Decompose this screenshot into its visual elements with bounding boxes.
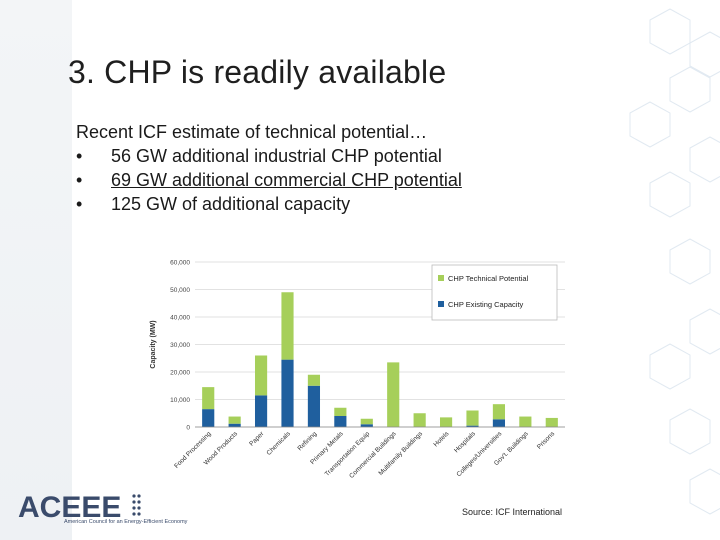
bar-existing-capacity — [202, 409, 215, 427]
legend-swatch-existing — [438, 301, 444, 307]
bar-existing-capacity — [228, 423, 241, 427]
x-category-label: Prisons — [536, 430, 557, 451]
source-note: Source: ICF International — [462, 507, 563, 517]
legend-label-existing: CHP Existing Capacity — [448, 300, 524, 309]
x-category-label: Hospitals — [453, 430, 477, 454]
bar-existing-capacity — [281, 359, 294, 427]
bar-existing-capacity — [254, 395, 268, 427]
hexagon-pattern-background — [629, 8, 720, 515]
bar-technical-potential — [281, 292, 294, 360]
bullet-marker: • — [76, 194, 83, 214]
chp-capacity-chart: 0 10,000 20,000 30,000 40,000 50,000 60,000 Cap… — [140, 237, 579, 520]
bar-technical-potential — [492, 404, 506, 420]
bar-technical-potential — [307, 374, 321, 386]
left-decor-band — [0, 0, 72, 540]
bullet-list: Recent ICF estimate of technical potenti… — [76, 120, 462, 216]
bar-technical-potential — [519, 416, 532, 427]
bullet-text: 69 GW additional commercial CHP potentia… — [111, 170, 462, 190]
bar-existing-capacity — [466, 425, 479, 427]
x-category-label: Colleges/Universities — [455, 430, 503, 478]
bullet-text: 56 GW additional industrial CHP potentia… — [111, 146, 442, 166]
y-tick-label: 30,000 — [170, 342, 190, 349]
logo-subtitle: American Council for an Energy-Efficient… — [64, 519, 188, 525]
y-axis-label: Capacity (MW) — [150, 320, 157, 368]
bullet-intro: Recent ICF estimate of technical potenti… — [76, 122, 428, 142]
x-category-label: Paper — [248, 430, 266, 448]
bar-existing-capacity — [334, 416, 347, 427]
bullet-text: 125 GW of additional capacity — [111, 194, 351, 214]
bar-technical-potential — [413, 413, 426, 427]
x-category-label: Commercial Buildings — [348, 430, 398, 480]
bar-technical-potential — [254, 355, 268, 396]
y-tick-label: 50,000 — [170, 287, 190, 294]
bar-existing-capacity — [307, 385, 321, 427]
bullet-marker: • — [76, 146, 83, 166]
bullet-item: • 56 GW additional industrial CHP potent… — [76, 144, 462, 168]
bar-existing-capacity — [360, 424, 373, 427]
bar-technical-potential — [439, 417, 453, 427]
y-tick-label: 0 — [186, 425, 190, 432]
bar-technical-potential — [334, 407, 347, 416]
bullet-item: • 69 GW additional commercial CHP potent… — [76, 168, 462, 192]
bullet-marker: • — [76, 170, 83, 190]
x-category-label: Refining — [297, 430, 319, 452]
logo-text: ACEEE — [18, 491, 121, 524]
bar-technical-potential — [466, 410, 479, 426]
logo-dots — [132, 494, 141, 516]
bar-technical-potential — [545, 417, 558, 427]
y-tick-label: 40,000 — [170, 315, 190, 322]
y-tick-label: 10,000 — [170, 397, 190, 404]
legend-box — [431, 264, 558, 321]
bar-technical-potential — [387, 362, 400, 427]
aceee-logo: ACEEE — [18, 491, 141, 524]
bar-existing-capacity — [492, 419, 506, 427]
x-category-label: Multifamily Buildings — [377, 430, 424, 477]
x-category-label: Chemicals — [266, 430, 293, 457]
bar-technical-potential — [360, 418, 373, 425]
bullet-item: • 125 GW of additional capacity — [76, 192, 462, 216]
x-category-label: Hotels — [432, 430, 451, 449]
bar-technical-potential — [202, 387, 215, 410]
y-tick-label: 20,000 — [170, 370, 190, 377]
chart-svg: 0 10,000 20,000 30,000 40,000 50,000 60,000 Cap… — [150, 260, 565, 480]
x-category-label: Transportation Equip — [324, 430, 372, 478]
legend-label-potential: CHP Technical Potential — [448, 274, 529, 283]
legend-swatch-potential — [438, 275, 444, 281]
slide-title: 3. CHP is readily available — [68, 54, 447, 90]
y-tick-label: 60,000 — [170, 260, 190, 267]
bar-technical-potential — [228, 416, 241, 424]
